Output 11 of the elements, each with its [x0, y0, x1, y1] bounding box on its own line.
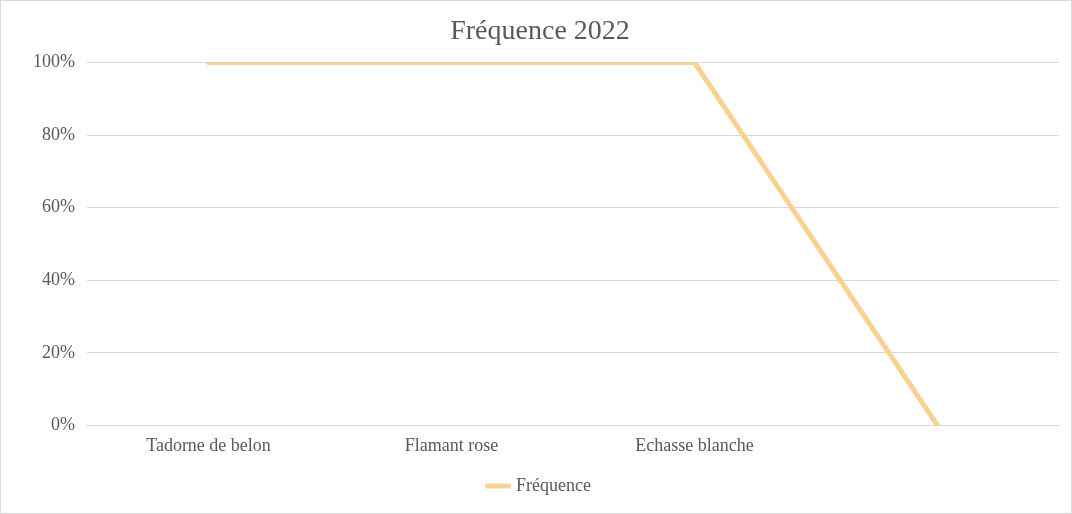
y-tick-label: 60% [41, 196, 75, 217]
legend-label: Fréquence [516, 474, 591, 495]
y-tick-label: 20% [41, 341, 75, 362]
x-tick-label: Echasse blanche [635, 434, 754, 455]
x-tick-label: Tadorne de belon [146, 434, 271, 455]
y-tick-label: 0% [50, 414, 75, 435]
x-tick-label: Flamant rose [404, 434, 499, 455]
y-tick-label: 40% [41, 269, 75, 290]
chart-title: Fréquence 2022 [450, 14, 630, 46]
y-tick-label: 80% [41, 123, 75, 144]
y-tick-label: 100% [32, 51, 75, 72]
